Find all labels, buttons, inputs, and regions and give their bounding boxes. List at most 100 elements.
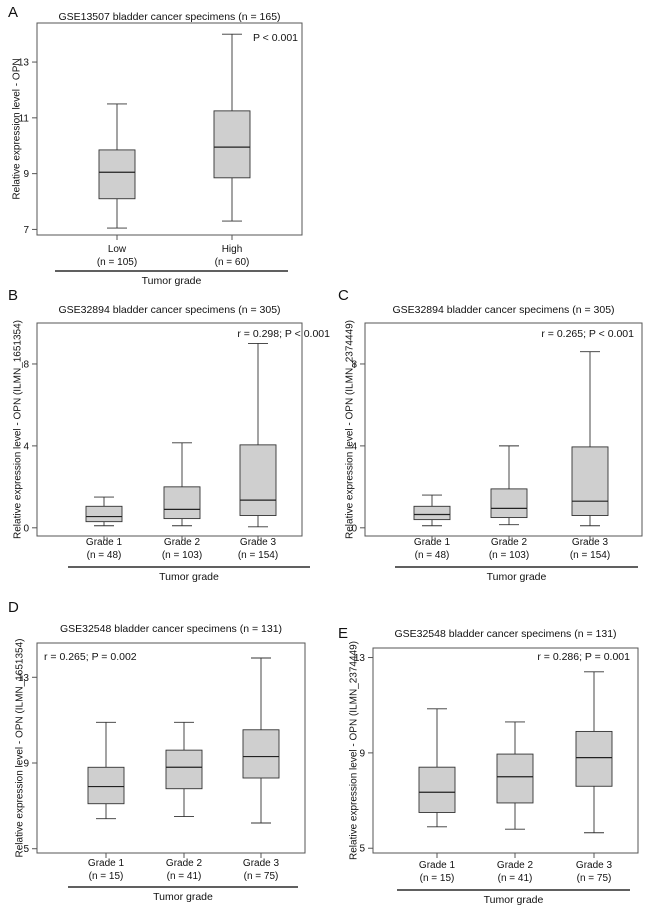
box-2 — [213, 33, 251, 222]
plot-frame — [36, 642, 306, 854]
x-axis-title: Tumor grade — [153, 891, 213, 903]
iqr-box — [418, 766, 456, 813]
x-category-label: Grade 3 — [572, 537, 609, 548]
x-category-label: Grade 1 — [86, 537, 123, 548]
stat-annotation: P < 0.001 — [253, 32, 298, 44]
box-1 — [413, 494, 451, 527]
x-axis-title: Tumor grade — [484, 894, 544, 906]
panel-letter: C — [338, 287, 349, 304]
stat-annotation: r = 0.298; P < 0.001 — [237, 328, 330, 340]
box-1 — [98, 103, 136, 229]
iqr-box — [571, 446, 609, 516]
y-tick-label: 5 — [359, 844, 365, 855]
x-category-count: (n = 15) — [420, 873, 455, 884]
x-category-label: Grade 2 — [166, 858, 203, 869]
box-3 — [575, 671, 613, 834]
iqr-box — [490, 488, 528, 519]
x-category-count: (n = 103) — [162, 550, 202, 561]
x-category-count: (n = 154) — [238, 550, 278, 561]
box-1 — [85, 496, 123, 527]
panel-letter: B — [8, 287, 18, 304]
x-category-count: (n = 41) — [167, 871, 202, 882]
y-tick-label: 9 — [23, 759, 29, 770]
y-tick-label: 9 — [359, 748, 365, 759]
iqr-box — [575, 730, 613, 787]
x-category-count: (n = 41) — [498, 873, 533, 884]
x-category-label: High — [222, 244, 243, 255]
x-category-count: (n = 48) — [415, 550, 450, 561]
iqr-box — [98, 149, 136, 200]
y-tick-label: 7 — [23, 225, 29, 236]
iqr-box — [87, 766, 125, 805]
chart-title: GSE32548 bladder cancer specimens (n = 1… — [60, 623, 282, 635]
panel-letter: D — [8, 599, 19, 616]
y-axis-label: Relative expression level - OPN (ILMN_16… — [13, 320, 24, 539]
chart-title: GSE32548 bladder cancer specimens (n = 1… — [394, 628, 616, 640]
chart-title: GSE32894 bladder cancer specimens (n = 3… — [58, 304, 280, 316]
box-2 — [490, 445, 528, 526]
stat-annotation: r = 0.265; P = 0.002 — [44, 651, 137, 663]
box-1 — [418, 708, 456, 828]
panel-d: D GSE32548 bladder cancer specimens (n = … — [8, 599, 306, 903]
y-axis-label: Relative expression level - OPN (ILMN_23… — [349, 641, 360, 860]
iqr-box — [165, 749, 203, 790]
box-3 — [242, 657, 280, 824]
x-category-label: Grade 2 — [491, 537, 528, 548]
box-3 — [571, 351, 609, 527]
y-axis-label: Relative expression level - OPN (ILMN_16… — [15, 639, 26, 858]
plot-frame — [364, 322, 643, 537]
y-tick-label: 13 — [18, 673, 30, 684]
panel-b: B GSE32894 bladder cancer specimens (n = … — [8, 287, 330, 583]
y-tick-label: 0 — [351, 523, 357, 534]
plot-frame — [36, 22, 303, 236]
x-category-count: (n = 60) — [215, 257, 250, 268]
panel-letter: A — [8, 4, 18, 21]
x-category-label: Grade 1 — [88, 858, 125, 869]
chart-title: GSE13507 bladder cancer specimens (n = 1… — [58, 11, 280, 23]
plot-frame — [372, 647, 639, 854]
x-axis-title: Tumor grade — [487, 571, 547, 583]
iqr-box — [163, 486, 201, 520]
y-tick-label: 4 — [351, 441, 357, 452]
panel-a: A GSE13507 bladder cancer specimens (n = … — [8, 4, 303, 287]
x-category-count: (n = 48) — [87, 550, 122, 561]
iqr-box — [239, 444, 277, 516]
x-category-count: (n = 103) — [489, 550, 529, 561]
x-category-label: Grade 2 — [497, 860, 534, 871]
x-category-label: Low — [108, 244, 127, 255]
x-category-count: (n = 15) — [89, 871, 124, 882]
box-2 — [165, 721, 203, 818]
box-3 — [239, 343, 277, 528]
panel-letter: E — [338, 625, 348, 642]
y-axis-label: Relative expression level - OPN (ILMN_23… — [345, 320, 356, 539]
chart-title: GSE32894 bladder cancer specimens (n = 3… — [392, 304, 614, 316]
stat-annotation: r = 0.265; P < 0.001 — [541, 328, 634, 340]
y-tick-label: 0 — [23, 523, 29, 534]
y-tick-label: 5 — [23, 844, 29, 855]
x-category-count: (n = 75) — [244, 871, 279, 882]
y-tick-label: 13 — [354, 653, 366, 664]
y-tick-label: 13 — [18, 58, 30, 69]
panel-c: C GSE32894 bladder cancer specimens (n = … — [338, 287, 643, 583]
x-category-label: Grade 3 — [576, 860, 613, 871]
x-category-count: (n = 154) — [570, 550, 610, 561]
x-category-label: Grade 1 — [419, 860, 456, 871]
x-category-count: (n = 75) — [577, 873, 612, 884]
iqr-box — [413, 505, 451, 521]
box-2 — [163, 442, 201, 527]
x-axis-title: Tumor grade — [159, 571, 219, 583]
box-2 — [496, 721, 534, 830]
stat-annotation: r = 0.286; P = 0.001 — [537, 651, 630, 663]
iqr-box — [85, 505, 123, 523]
y-tick-label: 9 — [23, 169, 29, 180]
iqr-box — [242, 729, 280, 779]
iqr-box — [213, 110, 251, 179]
x-category-label: Grade 1 — [414, 537, 451, 548]
x-category-label: Grade 3 — [240, 537, 277, 548]
x-category-label: Grade 2 — [164, 537, 201, 548]
panel-e: E GSE32548 bladder cancer specimens (n = … — [338, 625, 639, 906]
x-category-count: (n = 105) — [97, 257, 137, 268]
x-category-label: Grade 3 — [243, 858, 280, 869]
box-1 — [87, 721, 125, 820]
